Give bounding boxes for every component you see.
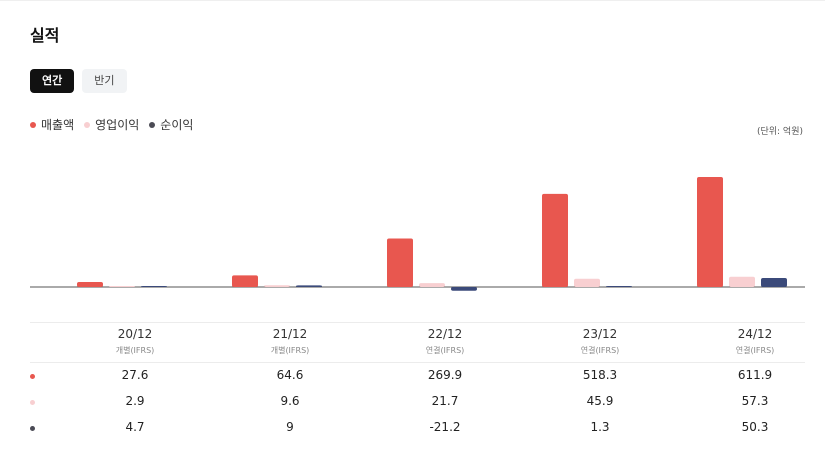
- table-cell-net-income: 9: [286, 420, 294, 434]
- table-cell-net-income: 50.3: [741, 420, 769, 434]
- period-header: 22/12 연결(IFRS): [385, 327, 505, 356]
- bar-net-income-21-12[interactable]: [296, 285, 322, 287]
- period-basis-label: 개별(IFRS): [270, 346, 310, 355]
- bar-revenue-20-12[interactable]: [77, 282, 103, 287]
- period-basis-label: 개별(IFRS): [115, 346, 155, 355]
- period-label: 23/12: [582, 327, 618, 341]
- period-header: 24/12 연결(IFRS): [695, 327, 815, 356]
- table-cell-operating-profit: 2.9: [125, 394, 145, 408]
- bar-net-income-24-12[interactable]: [761, 277, 787, 287]
- unit-label: (단위: 억원): [756, 127, 803, 137]
- row-dot-icon-operating-profit: [30, 400, 35, 405]
- bar-chart: [30, 177, 805, 291]
- bar-operating-profit-21-12[interactable]: [264, 285, 290, 287]
- legend-label: 순이익: [160, 118, 194, 132]
- table-cell-net-income: 1.3: [590, 420, 610, 434]
- table-cell-operating-profit: 9.6: [280, 394, 300, 408]
- period-basis-label: 연결(IFRS): [580, 346, 620, 355]
- table-cell-revenue: 269.9: [427, 368, 463, 382]
- bar-net-income-22-12[interactable]: [451, 287, 477, 291]
- table-cell-net-income: 4.7: [125, 420, 145, 434]
- chart-legend: 매출액 영업이익 순이익: [30, 116, 193, 133]
- table-cell-revenue: 64.6: [276, 368, 304, 382]
- bar-net-income-20-12[interactable]: [141, 286, 167, 287]
- period-basis-label: 연결(IFRS): [735, 346, 775, 355]
- tab-annual[interactable]: 연간: [30, 69, 75, 93]
- legend-dot-icon: [149, 121, 156, 128]
- bar-operating-profit-22-12[interactable]: [419, 283, 445, 287]
- table-cell-operating-profit: 21.7: [431, 394, 459, 408]
- period-label: 22/12: [427, 327, 463, 341]
- legend-item-revenue: 매출액: [30, 116, 74, 133]
- bar-operating-profit-24-12[interactable]: [729, 276, 755, 287]
- period-label: 21/12: [272, 327, 308, 341]
- period-label: 24/12: [737, 327, 773, 341]
- top-divider: [0, 0, 825, 1]
- table-cell-revenue: 518.3: [582, 368, 618, 382]
- legend-dot-icon: [30, 121, 36, 128]
- table-cell-operating-profit: 45.9: [586, 394, 614, 408]
- table-cell-net-income: -21.2: [429, 420, 461, 434]
- period-tabs: 연간 반기: [30, 69, 127, 93]
- table-top-divider: [30, 322, 805, 323]
- period-label: 20/12: [117, 327, 153, 341]
- table-header-divider: [30, 362, 805, 363]
- table-cell-revenue: 27.6: [121, 368, 149, 382]
- bar-operating-profit-23-12[interactable]: [574, 278, 600, 287]
- legend-dot-icon: [84, 121, 91, 128]
- bar-revenue-22-12[interactable]: [387, 238, 413, 287]
- row-dot-icon-net-income: [30, 426, 35, 431]
- table-cell-operating-profit: 57.3: [741, 394, 769, 408]
- period-header: 23/12 연결(IFRS): [540, 327, 660, 356]
- bar-revenue-21-12[interactable]: [232, 275, 258, 287]
- bar-operating-profit-20-12[interactable]: [109, 286, 135, 287]
- legend-label: 영업이익: [95, 118, 140, 132]
- tab-half-year[interactable]: 반기: [82, 69, 127, 93]
- table-cell-revenue: 611.9: [737, 368, 773, 382]
- legend-label: 매출액: [41, 118, 75, 132]
- bar-net-income-23-12[interactable]: [606, 286, 632, 287]
- legend-item-operating-profit: 영업이익: [84, 116, 139, 133]
- period-basis-label: 연결(IFRS): [425, 346, 465, 355]
- period-header: 20/12 개별(IFRS): [75, 327, 195, 356]
- bar-revenue-24-12[interactable]: [697, 177, 723, 287]
- legend-item-net-income: 순이익: [149, 116, 193, 133]
- period-header: 21/12 개별(IFRS): [230, 327, 350, 356]
- row-dot-icon-revenue: [30, 374, 35, 379]
- bar-revenue-23-12[interactable]: [542, 193, 568, 287]
- section-title: 실적: [30, 26, 60, 45]
